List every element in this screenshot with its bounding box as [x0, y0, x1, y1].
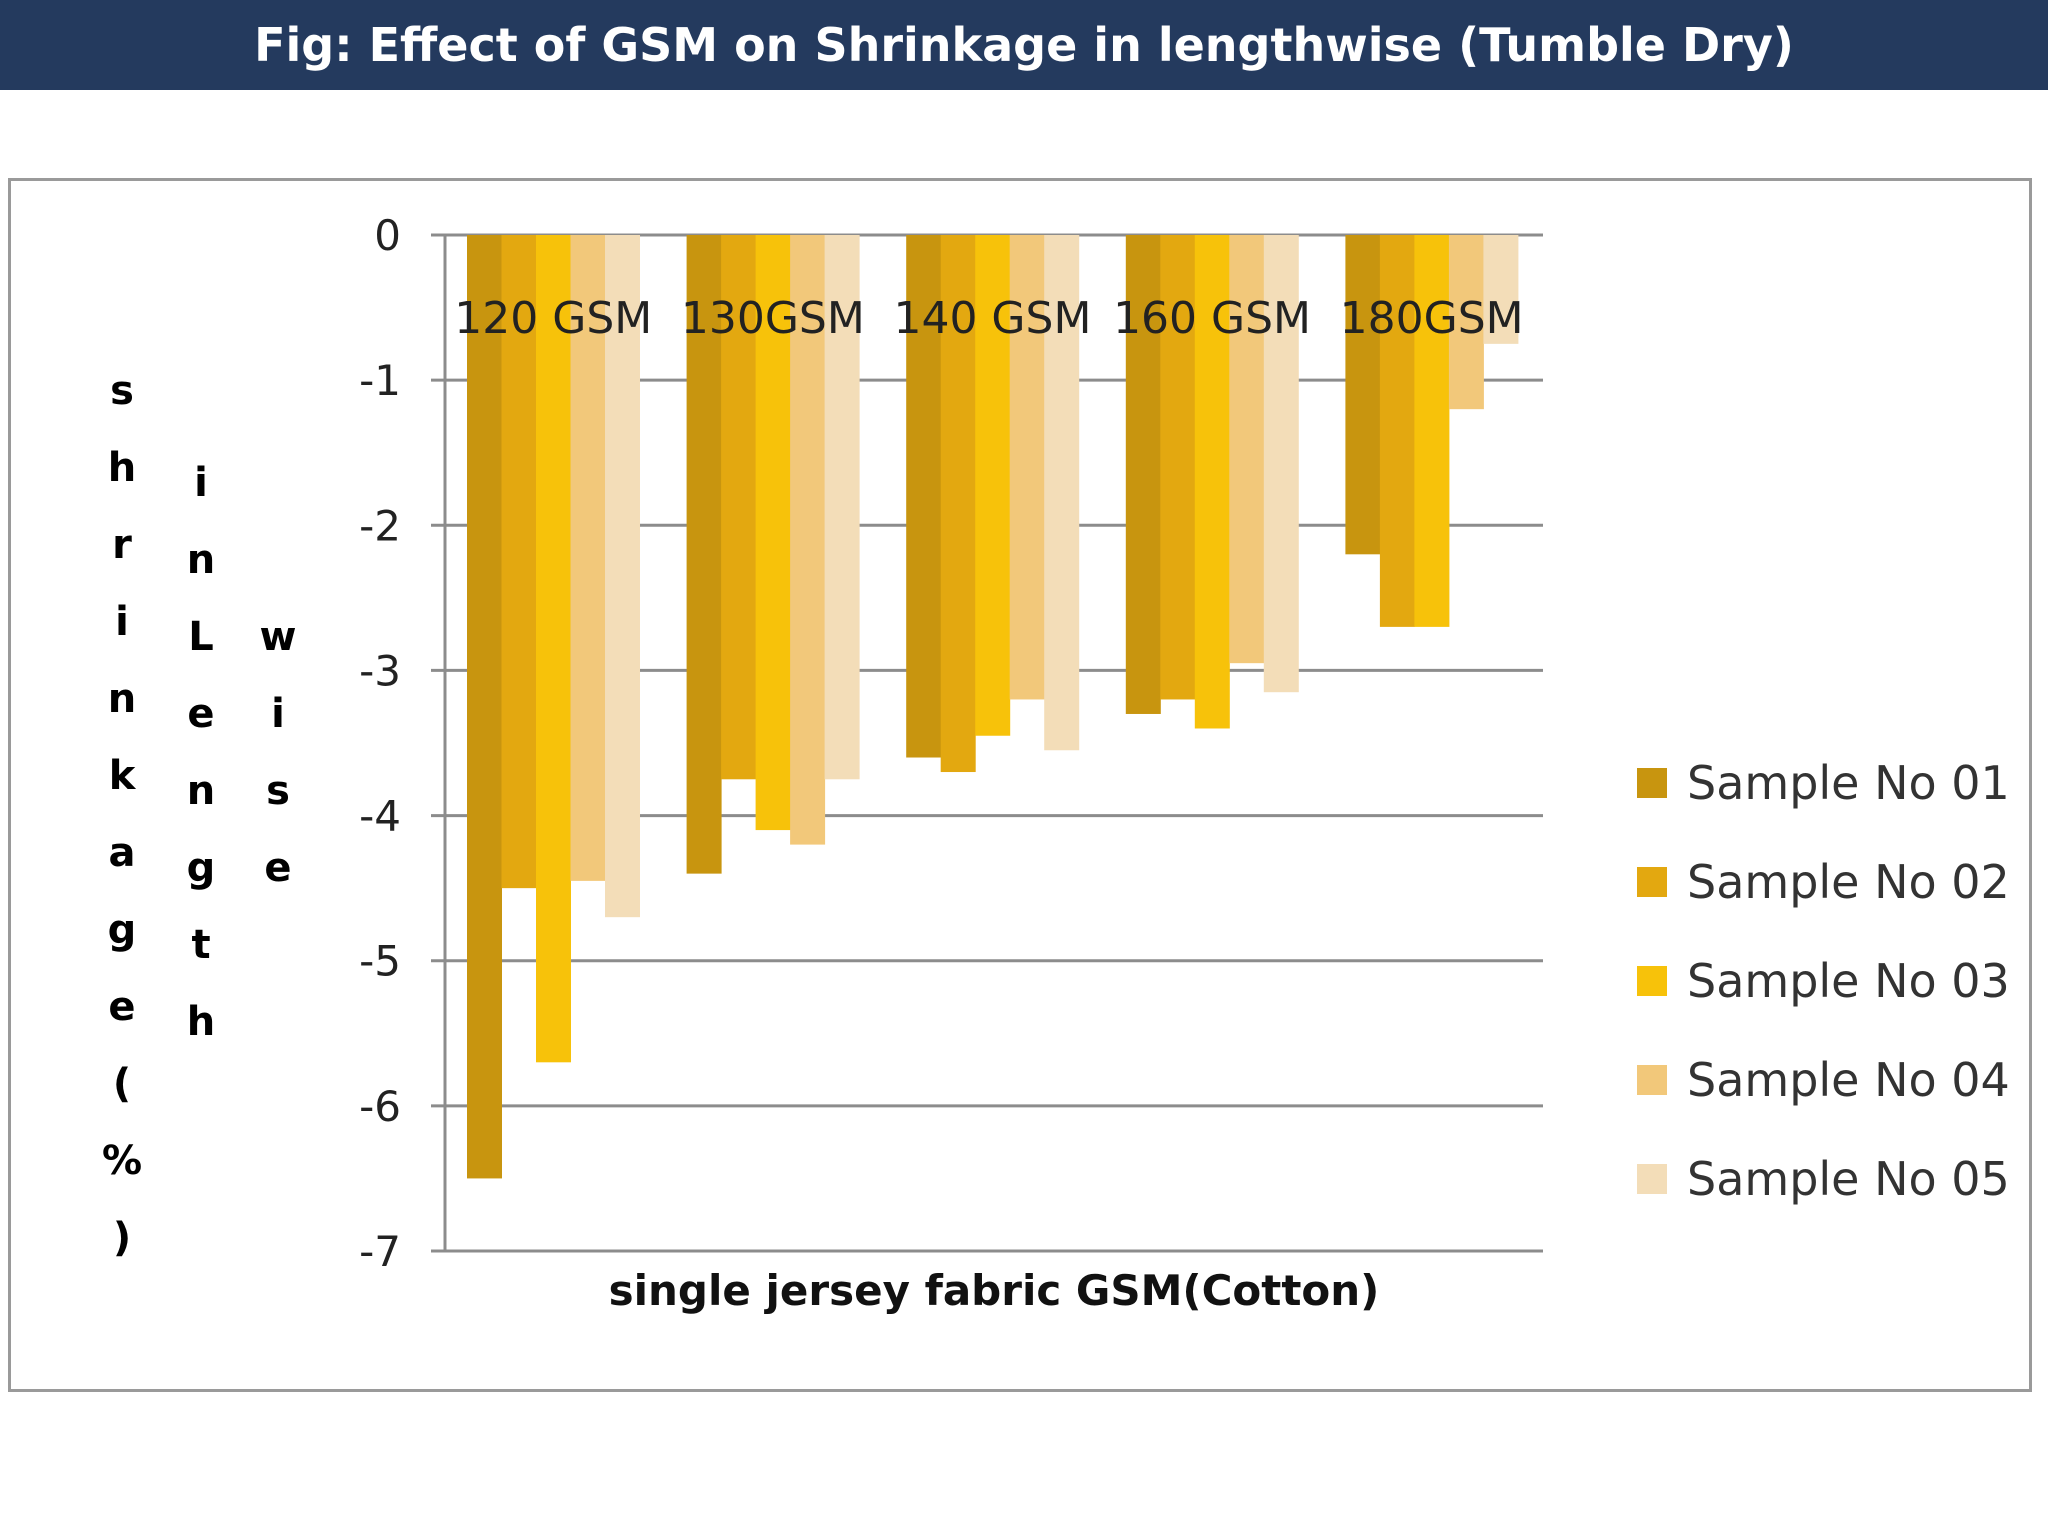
y-axis-label-letter: t	[191, 922, 211, 968]
x-axis-title: single jersey fabric GSM(Cotton)	[609, 1266, 1380, 1315]
y-axis-label-letter: i	[115, 599, 129, 645]
y-tick-label: -1	[359, 356, 401, 405]
y-axis-label-letter: (	[112, 1061, 132, 1107]
y-axis-label-letter: k	[108, 753, 136, 799]
bar-1-160gsm	[1125, 235, 1161, 714]
legend-label: Sample No 04	[1687, 1052, 2010, 1107]
bar-3-180gsm	[1414, 235, 1450, 627]
bar-2-120gsm	[501, 235, 537, 889]
y-tick-label: -7	[359, 1227, 401, 1276]
y-axis-label-letter: s	[266, 768, 290, 814]
legend-swatch	[1637, 965, 1667, 996]
legend-swatch	[1637, 767, 1667, 798]
bar-3-120gsm	[536, 235, 571, 1063]
y-axis-label-letter: h	[107, 445, 137, 491]
bar-1-180gsm	[1345, 235, 1381, 555]
y-axis-label-letter: e	[264, 845, 292, 891]
bar-1-130gsm	[686, 235, 722, 874]
legend-item: Sample No 05	[1637, 1129, 2010, 1228]
bar-5-120gsm	[605, 235, 640, 918]
bar-5-140gsm	[1044, 235, 1080, 751]
y-axis-label-letter: r	[112, 522, 132, 568]
x-category-label: 130GSM	[681, 293, 865, 344]
x-category-label: 140 GSM	[893, 293, 1091, 344]
bar-4-160gsm	[1229, 235, 1265, 664]
y-axis-label-letter: i	[194, 460, 208, 506]
bar-4-130gsm	[790, 235, 826, 845]
legend-swatch	[1637, 866, 1667, 897]
y-tick-label: -5	[359, 937, 401, 986]
y-axis-label-letter: i	[271, 691, 285, 737]
x-category-label: 160 GSM	[1113, 293, 1311, 344]
bar-2-130gsm	[721, 235, 757, 780]
bar-4-180gsm	[1448, 235, 1484, 410]
y-axis-label-letter: n	[107, 676, 137, 722]
y-axis-label-letter: %	[101, 1138, 143, 1184]
x-category-label: 180GSM	[1340, 293, 1524, 344]
y-axis-label-letter: L	[188, 614, 214, 660]
y-tick-label: -4	[359, 792, 401, 841]
bar-5-160gsm	[1263, 235, 1299, 693]
legend-item: Sample No 03	[1637, 931, 2010, 1030]
y-axis-label-letter: n	[186, 768, 216, 814]
legend-label: Sample No 03	[1687, 953, 2010, 1008]
y-axis-label-letter: n	[186, 537, 216, 583]
legend-label: Sample No 02	[1687, 854, 2010, 909]
y-tick-label: -3	[359, 646, 401, 695]
bar-2-160gsm	[1160, 235, 1196, 700]
bar-1-120gsm	[467, 235, 502, 1179]
y-tick-label: 0	[374, 211, 401, 260]
chart-legend: Sample No 01 Sample No 02 Sample No 03 Samp…	[1637, 733, 2010, 1228]
y-axis-label-letter: h	[186, 999, 216, 1045]
bar-chart: 0 -1 -2 -3 -4 -5 -6 -7 120 GSM 130GSM 140 GSM 160 G…	[359, 211, 1543, 1315]
bar-4-140gsm	[1009, 235, 1045, 700]
legend-item: Sample No 04	[1637, 1030, 2010, 1129]
bar-3-160gsm	[1194, 235, 1230, 729]
y-axis-label-line-1: s h r i n k a g e (%)	[87, 353, 157, 1277]
bar-1-140gsm	[906, 235, 942, 758]
y-tick-label: -6	[359, 1082, 401, 1131]
legend-swatch	[1637, 1163, 1667, 1194]
legend-label: Sample No 01	[1687, 755, 2010, 810]
bar-5-180gsm	[1483, 235, 1519, 344]
bar-3-140gsm	[975, 235, 1011, 736]
bar-3-130gsm	[755, 235, 791, 831]
y-tick-label: -2	[359, 501, 401, 550]
y-axis-label-letter: s	[110, 368, 134, 414]
y-axis-label-letter: e	[108, 984, 136, 1030]
figure-title: Fig: Effect of GSM on Shrinkage in lengt…	[0, 0, 2048, 90]
bar-2-140gsm	[940, 235, 976, 773]
legend-item: Sample No 01	[1637, 733, 2010, 832]
legend-item: Sample No 02	[1637, 832, 2010, 931]
bar-2-180gsm	[1379, 235, 1415, 627]
y-axis-label-letter: w	[259, 614, 297, 660]
bar-5-130gsm	[824, 235, 860, 780]
x-category-label: 120 GSM	[454, 293, 652, 344]
legend-label: Sample No 05	[1687, 1151, 2010, 1206]
y-axis-label-letter: e	[187, 691, 215, 737]
y-axis-label-letter: a	[108, 830, 136, 876]
y-axis-label-letter: )	[112, 1215, 132, 1261]
legend-swatch	[1637, 1064, 1667, 1095]
chart-frame: 0 -1 -2 -3 -4 -5 -6 -7 120 GSM 130GSM 140 GSM 160 G…	[8, 178, 2032, 1392]
bar-4-120gsm	[570, 235, 606, 881]
y-axis-label-letter: g	[107, 907, 137, 953]
y-axis-label-letter: g	[186, 845, 216, 891]
